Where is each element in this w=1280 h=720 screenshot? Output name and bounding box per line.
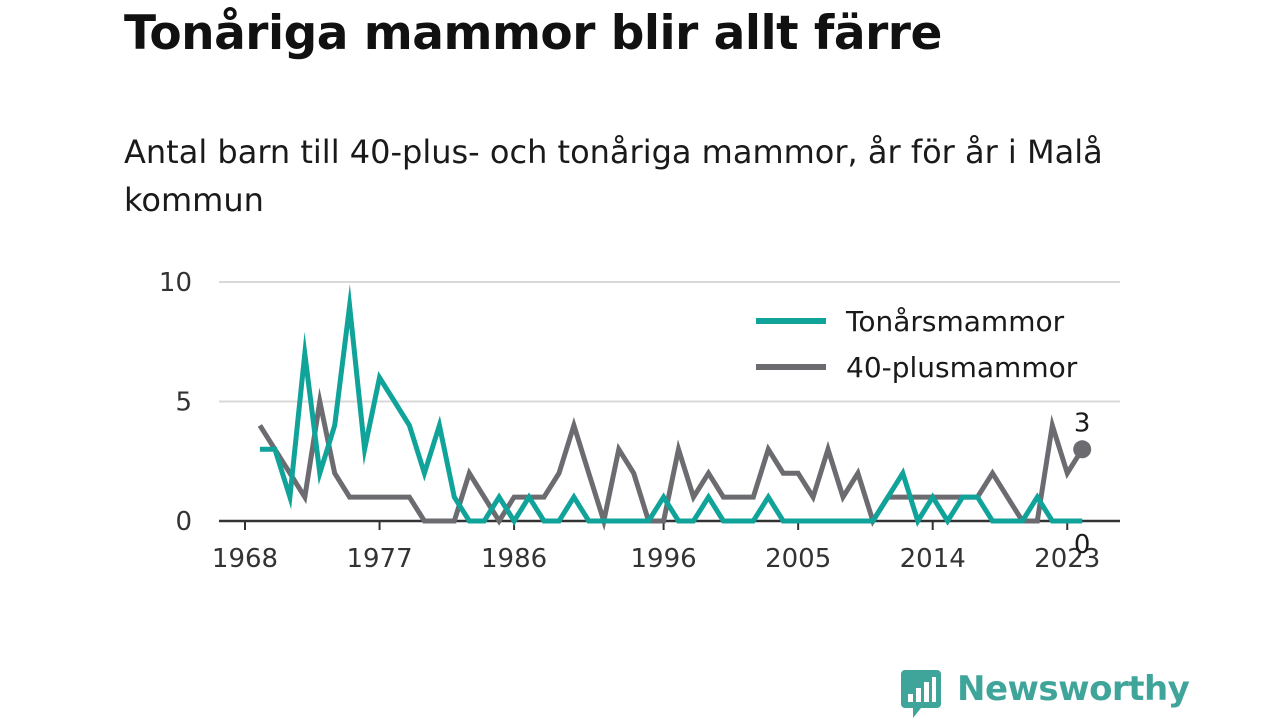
end-value-label: 3 [1074, 408, 1091, 438]
y-axis-tick-labels: 0 5 10 [159, 268, 192, 537]
x-axis-tick-labels: 1968 1977 1986 1996 2005 2014 2023 [212, 544, 1100, 574]
series-lines [257, 283, 1085, 531]
chart-subtitle: Antal barn till 40-plus- och tonåriga ma… [124, 133, 1103, 219]
end-value-label: 0 [1074, 530, 1091, 560]
gridlines [219, 281, 1120, 403]
x-tick-label: 1986 [481, 544, 547, 574]
x-tick-label: 2005 [765, 544, 831, 574]
x-axis [219, 519, 1120, 530]
x-tick-label: 1996 [631, 544, 697, 574]
series-line-40-plusmammor [257, 387, 1085, 531]
y-tick-label: 5 [175, 388, 192, 418]
newsworthy-logo: Newsworthy [901, 668, 1190, 720]
x-tick-label: 1977 [346, 544, 412, 574]
series-line-tonarsmammor [259, 283, 1083, 527]
legend-label: 40-plusmammor [846, 351, 1078, 384]
x-tick-label: 1968 [212, 544, 278, 574]
end-point-marker [1073, 440, 1092, 459]
y-tick-label: 10 [159, 268, 192, 298]
chart-title: Tonåriga mammor blir allt färre [124, 6, 942, 61]
y-tick-label: 0 [175, 507, 192, 537]
end-labels: 30 [1073, 408, 1092, 560]
legend: Tonårsmammor 40-plusmammor [756, 305, 1078, 384]
legend-label: Tonårsmammor [845, 305, 1065, 338]
logo-text: Newsworthy [957, 669, 1190, 709]
x-tick-label: 2023 [1034, 544, 1100, 574]
x-tick-label: 2014 [900, 544, 966, 574]
bar-chart-speech-bubble-icon [901, 670, 941, 718]
